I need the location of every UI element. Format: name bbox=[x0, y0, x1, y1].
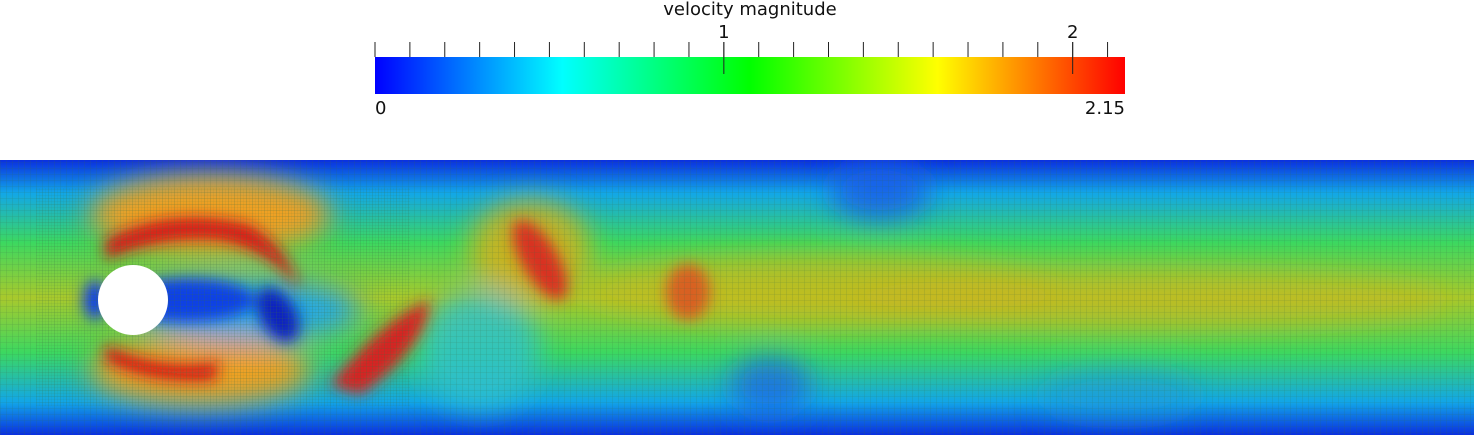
tick-label: 1 bbox=[718, 22, 729, 43]
range-max-label: 2.15 bbox=[1085, 98, 1125, 119]
colorbar-title: velocity magnitude bbox=[663, 0, 836, 20]
colorbar-ramp bbox=[375, 57, 1125, 94]
colorbar: velocity magnitude 1 2 0 2.15 bbox=[374, 0, 1125, 119]
flow-field bbox=[0, 160, 1474, 435]
mesh-refined bbox=[36, 188, 410, 406]
tick-label: 2 bbox=[1067, 22, 1078, 43]
range-min-label: 0 bbox=[375, 98, 386, 119]
cylinder bbox=[98, 265, 168, 335]
